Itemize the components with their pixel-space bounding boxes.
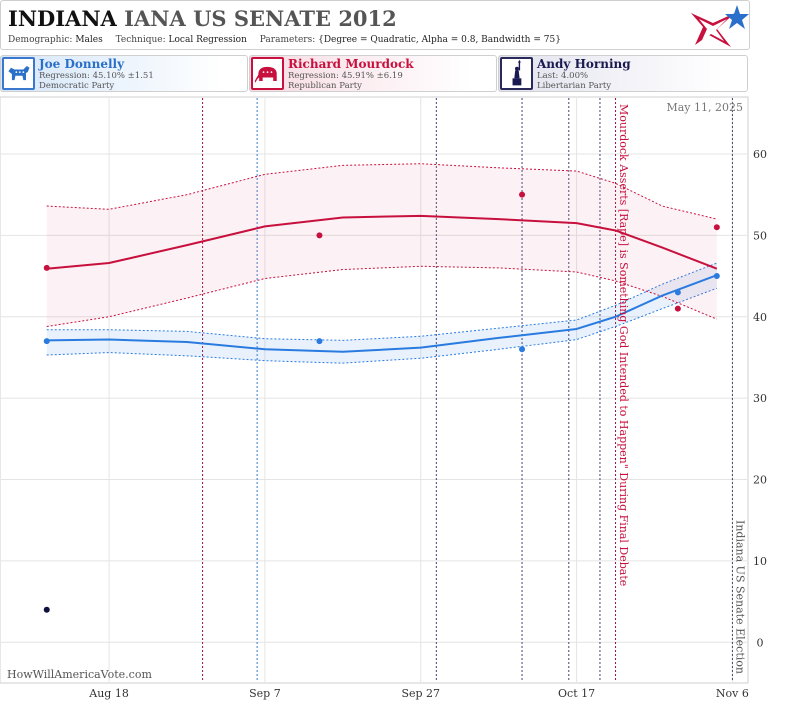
poll-point <box>43 606 50 613</box>
x-tick-label: Sep 27 <box>401 687 440 700</box>
band-lower <box>46 265 718 328</box>
x-tick-label: Sep 7 <box>249 687 281 700</box>
confidence-bands <box>46 163 718 364</box>
candidate-stat: Regression: 45.91% ±6.19 <box>288 71 403 81</box>
site-credit: HowWillAmericaVote.com <box>7 668 152 681</box>
parameters-label: Parameters: <box>259 35 316 45</box>
candidate-card-democrat[interactable]: Joe Donnelly Regression: 45.10% ±1.51 De… <box>0 55 248 92</box>
technique-value: Local Regression <box>168 35 247 45</box>
liberty-statue-icon <box>500 57 533 90</box>
candidate-party: Democratic Party <box>39 81 115 91</box>
title-race: IANA US SENATE 2012 <box>124 6 397 31</box>
candidate-name: Joe Donnelly <box>39 57 125 71</box>
trend-line <box>46 274 718 353</box>
x-axis: Aug 18 Sep 7 Sep 27 Oct 17 Nov 6 <box>88 687 749 700</box>
poll-point <box>316 232 323 239</box>
y-axis: 0 10 20 30 40 50 60 <box>753 148 767 649</box>
x-tick-label: Oct 17 <box>558 687 595 700</box>
poll-point <box>43 264 50 271</box>
band-upper <box>46 163 717 220</box>
y-tick-label: 20 <box>753 474 767 487</box>
poll-point <box>713 224 720 231</box>
candidate-party: Republican Party <box>288 81 362 91</box>
parameters-line: Demographic: Males Technique: Local Regr… <box>8 35 561 45</box>
parameters-value: {Degree = Quadratic, Alpha = 0.8, Bandwi… <box>318 35 561 45</box>
candidate-stat: Regression: 45.10% ±1.51 <box>39 71 154 81</box>
y-tick-label: 60 <box>753 148 767 161</box>
y-tick-label: 50 <box>753 229 767 242</box>
trend-line <box>46 214 718 270</box>
poll-point <box>316 338 323 345</box>
confidence-band <box>46 163 717 327</box>
confidence-band <box>46 263 717 364</box>
poll-point <box>519 191 526 198</box>
site-logo-icon <box>691 5 749 47</box>
poll-point <box>519 346 526 353</box>
candidate-card-libertarian[interactable]: Andy Horning Last: 4.00% Libertarian Par… <box>498 55 748 92</box>
poll-point <box>674 289 681 296</box>
x-tick-label: Aug 18 <box>88 687 129 700</box>
y-tick-label: 30 <box>753 392 767 405</box>
event-annotation: Indiana US Senate Election <box>734 520 747 674</box>
chart-header: INDIANA IANA US SENATE 2012 Demographic:… <box>0 0 750 50</box>
band-lower <box>46 287 718 364</box>
title-state: INDIANA <box>8 6 117 31</box>
poll-point <box>674 305 681 312</box>
y-tick-label: 10 <box>753 555 767 568</box>
technique-label: Technique: <box>115 35 166 45</box>
chart-title: INDIANA IANA US SENATE 2012 <box>8 6 397 31</box>
elephant-icon <box>251 57 284 90</box>
y-tick-label: 0 <box>757 636 764 649</box>
x-tick-label: Nov 6 <box>716 687 749 700</box>
event-annotation: Mourdock Asserts [Rape] is Something God… <box>617 104 630 586</box>
trend-lines <box>46 214 718 353</box>
demographic-value: Males <box>75 35 103 45</box>
poll-point <box>43 338 50 345</box>
candidate-name: Richard Mourdock <box>288 57 414 71</box>
date-stamp: May 11, 2025 <box>666 101 743 114</box>
poll-points <box>43 191 720 613</box>
candidate-name: Andy Horning <box>537 57 631 71</box>
donkey-icon <box>2 57 35 90</box>
y-tick-label: 40 <box>753 311 767 324</box>
demographic-label: Demographic: <box>8 35 73 45</box>
candidate-stat: Last: 4.00% <box>537 71 589 81</box>
plot-frame <box>0 96 749 684</box>
band-upper <box>46 262 718 341</box>
poll-point <box>713 273 720 280</box>
candidate-card-republican[interactable]: Richard Mourdock Regression: 45.91% ±6.1… <box>249 55 497 92</box>
candidate-party: Libertarian Party <box>537 81 612 91</box>
grid <box>1 98 747 682</box>
annotations: Mourdock Asserts [Rape] is Something God… <box>617 104 747 674</box>
